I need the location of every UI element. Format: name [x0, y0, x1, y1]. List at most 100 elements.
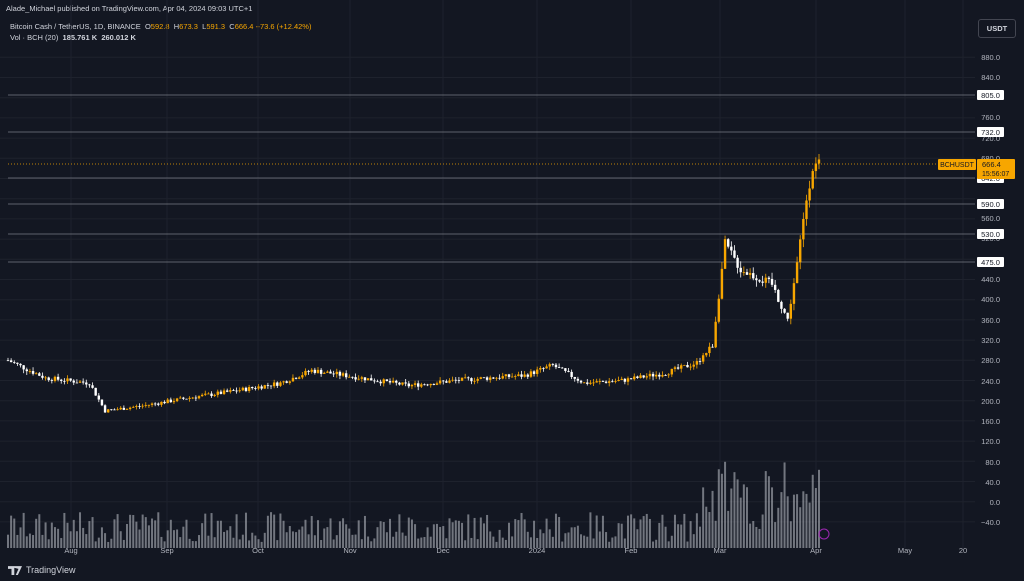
candle-body — [629, 378, 633, 380]
price-axis-tick: 560.0 — [981, 214, 1000, 223]
candle-body — [517, 374, 520, 377]
candle-body — [31, 371, 35, 374]
volume-bar — [207, 535, 210, 548]
volume-bar — [702, 487, 705, 548]
volume-bar — [673, 514, 676, 548]
level-price-label: 805.0 — [981, 91, 1000, 100]
candle-body — [489, 377, 492, 380]
level-price-tag — [977, 199, 1004, 209]
volume-bar — [50, 522, 53, 548]
candle-body — [451, 379, 454, 381]
candle-body — [608, 381, 611, 383]
volume-bar — [467, 514, 470, 548]
volume-bar — [263, 532, 266, 548]
volume-bar — [282, 520, 285, 548]
candle-body — [128, 407, 132, 410]
volume-bar — [75, 531, 78, 548]
candle-body — [592, 382, 595, 384]
price-axis-tick: 320.0 — [981, 336, 1000, 345]
candle-body — [388, 381, 392, 383]
volume-bar — [198, 535, 201, 548]
volume-bar — [60, 538, 63, 548]
volume-bar — [288, 526, 291, 548]
candle-body — [720, 268, 724, 299]
volume-bar — [573, 527, 576, 548]
candle-body — [520, 374, 523, 377]
price-chart[interactable]: 880.0840.0760.0720.0680.0560.0520.0440.0… — [0, 0, 1024, 561]
volume-bar — [533, 520, 536, 548]
candle-body — [379, 381, 382, 384]
volume-bar — [423, 537, 426, 548]
candle-body — [626, 378, 630, 382]
candle-body — [504, 374, 508, 377]
volume-bar — [144, 517, 147, 548]
volume-bar — [626, 515, 629, 548]
candle-body — [222, 390, 226, 394]
volume-bar — [655, 539, 658, 548]
candle-body — [780, 301, 783, 309]
candle-body — [611, 381, 614, 383]
volume-bar — [345, 524, 348, 548]
candle-body — [335, 371, 338, 375]
volume-bar — [758, 528, 761, 548]
volume-bar — [749, 523, 752, 548]
level-price-tag — [977, 229, 1004, 239]
time-axis-label: Apr — [810, 546, 822, 555]
candle-body — [110, 409, 113, 411]
candle-body — [463, 377, 467, 379]
candle-body — [510, 376, 514, 378]
volume-bar — [132, 515, 135, 548]
candle-body — [645, 376, 648, 378]
volume-bar — [614, 536, 617, 548]
candle-body — [730, 246, 733, 251]
price-axis-tick: 360.0 — [981, 316, 1000, 325]
time-axis-label: Feb — [625, 546, 638, 555]
volume-bar — [667, 541, 670, 548]
volume-bar — [642, 516, 645, 548]
volume-bar — [244, 512, 247, 548]
volume-bar — [204, 513, 207, 548]
candle-body — [307, 370, 310, 372]
volume-bar — [47, 539, 50, 548]
candle-body — [13, 362, 16, 363]
candle-body — [207, 393, 210, 395]
candle-body — [122, 407, 126, 410]
candle-body — [282, 381, 285, 383]
current-price-tag — [977, 159, 1015, 179]
volume-bar — [201, 523, 204, 548]
time-axis-label: Nov — [343, 546, 357, 555]
volume-bar — [216, 520, 219, 548]
volume-bar — [13, 518, 16, 548]
volume-bar — [285, 532, 288, 548]
candle-body — [755, 278, 758, 281]
candle-body — [770, 278, 774, 285]
price-axis-tick: 280.0 — [981, 356, 1000, 365]
volume-bar — [44, 522, 47, 548]
candle-body — [636, 376, 639, 378]
volume-bar — [398, 514, 401, 548]
candle-body — [179, 397, 182, 399]
candle-body — [285, 381, 288, 383]
volume-bar — [648, 518, 651, 548]
ohlc-low: L591.3 — [202, 22, 226, 31]
volume-bar — [695, 513, 698, 548]
candle-body — [251, 387, 254, 389]
candle-body — [673, 367, 677, 369]
volume-bar — [273, 514, 276, 548]
candle-body — [232, 390, 235, 391]
volume-bar — [564, 533, 567, 548]
candle-body — [664, 375, 667, 376]
volume-bar — [226, 530, 229, 548]
volume-bar — [25, 536, 28, 548]
candle-body — [548, 364, 551, 367]
candle-body — [28, 371, 32, 372]
symbol-legend: Bitcoin Cash / TetherUS, 1D, BINANCE O59… — [10, 22, 311, 31]
candle-body — [272, 382, 276, 387]
volume-bar — [727, 510, 730, 548]
candle-body — [194, 397, 198, 399]
volume-bar — [163, 541, 166, 548]
tradingview-logo[interactable]: TradingView — [8, 565, 76, 576]
candle-body — [188, 397, 191, 399]
candle-body — [85, 382, 88, 385]
currency-button[interactable]: USDT — [978, 19, 1016, 38]
